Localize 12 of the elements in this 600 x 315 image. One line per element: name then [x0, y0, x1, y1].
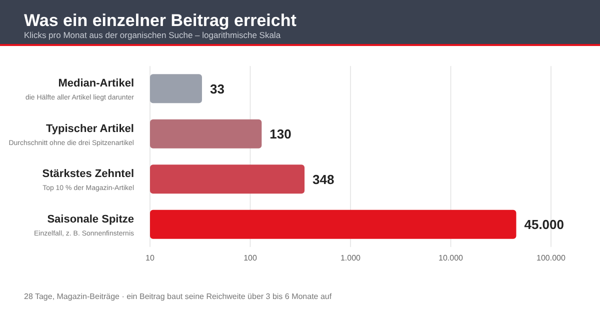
chart-subtitle: Klicks pro Monat aus der organischen Suche – logarithmische Skala — [24, 30, 282, 41]
data-label: 33 — [210, 81, 224, 96]
chart-title: Was ein einzelner Beitrag erreicht — [24, 10, 298, 30]
x-tick-label: 100.000 — [536, 254, 566, 263]
data-label: 45.000 — [524, 217, 564, 232]
data-label: 348 — [312, 172, 334, 187]
data-label: 130 — [270, 126, 292, 142]
x-tick-label: 1.000 — [340, 254, 362, 263]
x-tick-label: 10 — [146, 254, 155, 263]
x-tick-label: 10.000 — [438, 254, 464, 263]
x-tick-label: 100 — [244, 254, 258, 263]
text: 28 Tage, Magazin-Beiträge · ein Beitrag baut seine Reichweite über 3 bis 6 Monate auf — [24, 292, 332, 301]
